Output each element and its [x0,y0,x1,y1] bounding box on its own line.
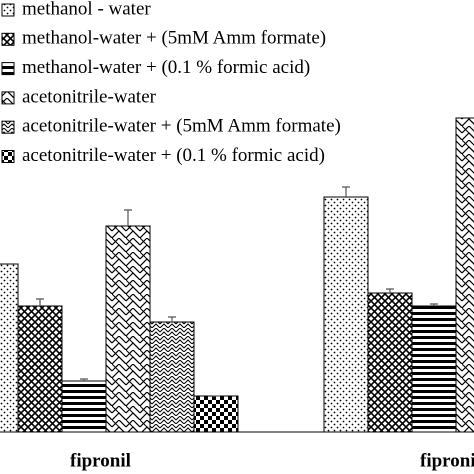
bar [105,225,151,433]
bar [149,321,195,433]
legend: methanol - water methanol-water + (5mM Am… [1,0,341,166]
legend-swatch [1,3,15,17]
legend-swatch [1,62,15,76]
error-bar [430,303,438,306]
legend-swatch [1,32,15,46]
bar [455,117,474,433]
legend-label: methanol-water + (5mM Amm formate) [22,28,326,49]
bar [411,305,457,433]
error-bar [124,209,132,226]
error-bar [168,316,176,322]
legend-swatch [1,91,15,105]
legend-swatch [1,120,15,134]
bar [323,196,369,433]
legend-swatch [1,150,15,163]
legend-label: acetonitrile-water [22,86,157,107]
bar [61,380,107,433]
error-bar [80,378,88,381]
error-bar [386,288,394,293]
error-bar [36,298,44,306]
bar [367,292,413,433]
legend-label: acetonitrile-water + (5mM Amm formate) [22,116,341,137]
legend-label: methanol-water + (0.1 % formic acid) [22,57,310,78]
bar [17,305,63,433]
legend-label: methanol - water [22,0,151,19]
bar [193,395,239,433]
legend-label: acetonitrile-water + (0.1 % formic acid) [22,145,325,166]
x-tick-label: fipronil su [420,450,474,471]
x-tick-label: fipronil [70,450,131,471]
bar [0,263,19,433]
error-bar [342,186,350,197]
plot: fipronil fipronil su [0,117,474,471]
